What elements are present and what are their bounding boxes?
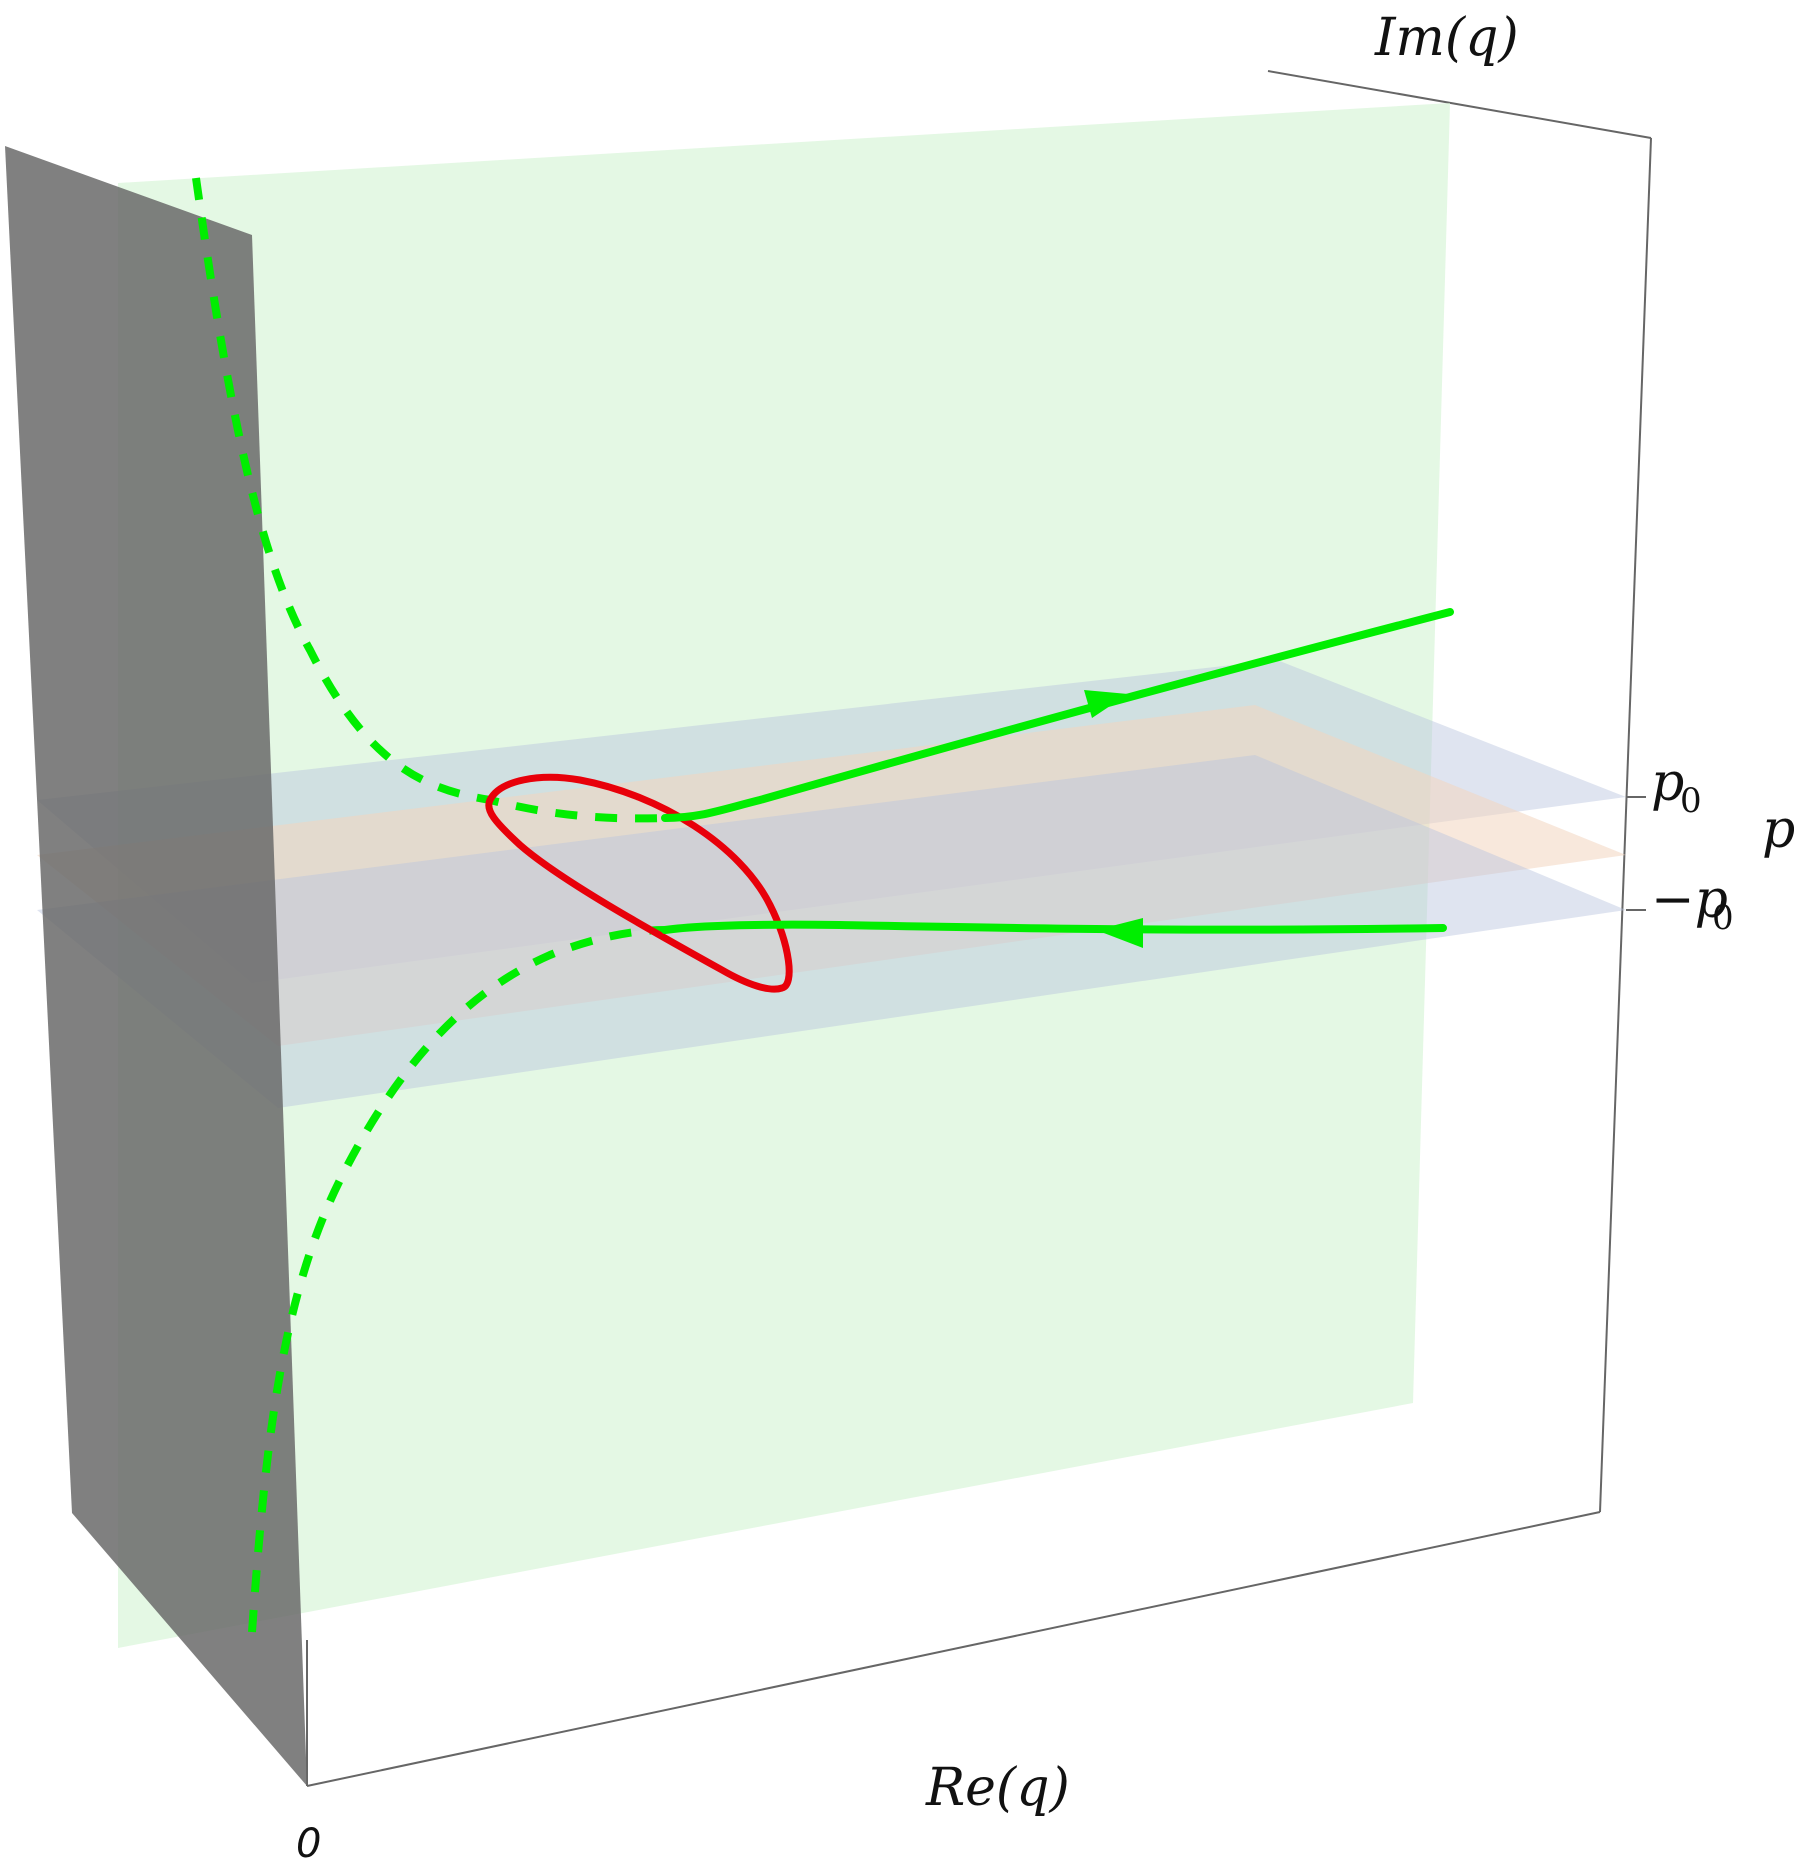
label-p0-subscript: 0 xyxy=(1680,781,1702,821)
green-solid-trajectory xyxy=(661,608,1454,934)
gray-wall xyxy=(5,146,307,1786)
label-p0: p 0 xyxy=(1651,753,1702,821)
arrowhead-outgoing-icon xyxy=(1084,690,1128,718)
label-p0-main: p xyxy=(1651,753,1684,813)
label-minus-p0-subscript: 0 xyxy=(1712,898,1734,938)
label-minus-p0: −p 0 xyxy=(1651,870,1734,938)
plane-p-zero xyxy=(37,705,1626,1046)
plane-minus-p0 xyxy=(37,755,1626,1108)
origin-label: 0 xyxy=(296,1821,321,1861)
box-bottom-edge xyxy=(306,1511,1601,1787)
arrowhead-incoming-icon xyxy=(1096,918,1143,948)
re-axis-label: Re(q) xyxy=(925,1758,1070,1818)
dashed-upper-branch xyxy=(192,177,666,823)
bounding-box xyxy=(306,70,1652,1787)
green-dashed-trajectory xyxy=(192,177,666,1633)
label-minus-p0-main: −p xyxy=(1651,870,1728,930)
dashed-lower-branch xyxy=(248,926,666,1633)
red-loop xyxy=(485,773,793,993)
im-axis-label: Im(q) xyxy=(1374,8,1519,68)
solid-lower-branch xyxy=(661,920,1447,934)
p-axis-label: p xyxy=(1762,800,1794,860)
box-right-edge xyxy=(1599,137,1652,1513)
solid-upper-branch xyxy=(661,608,1454,822)
box-top-edge xyxy=(1267,70,1652,139)
p-axis-ticks xyxy=(1626,796,1646,911)
